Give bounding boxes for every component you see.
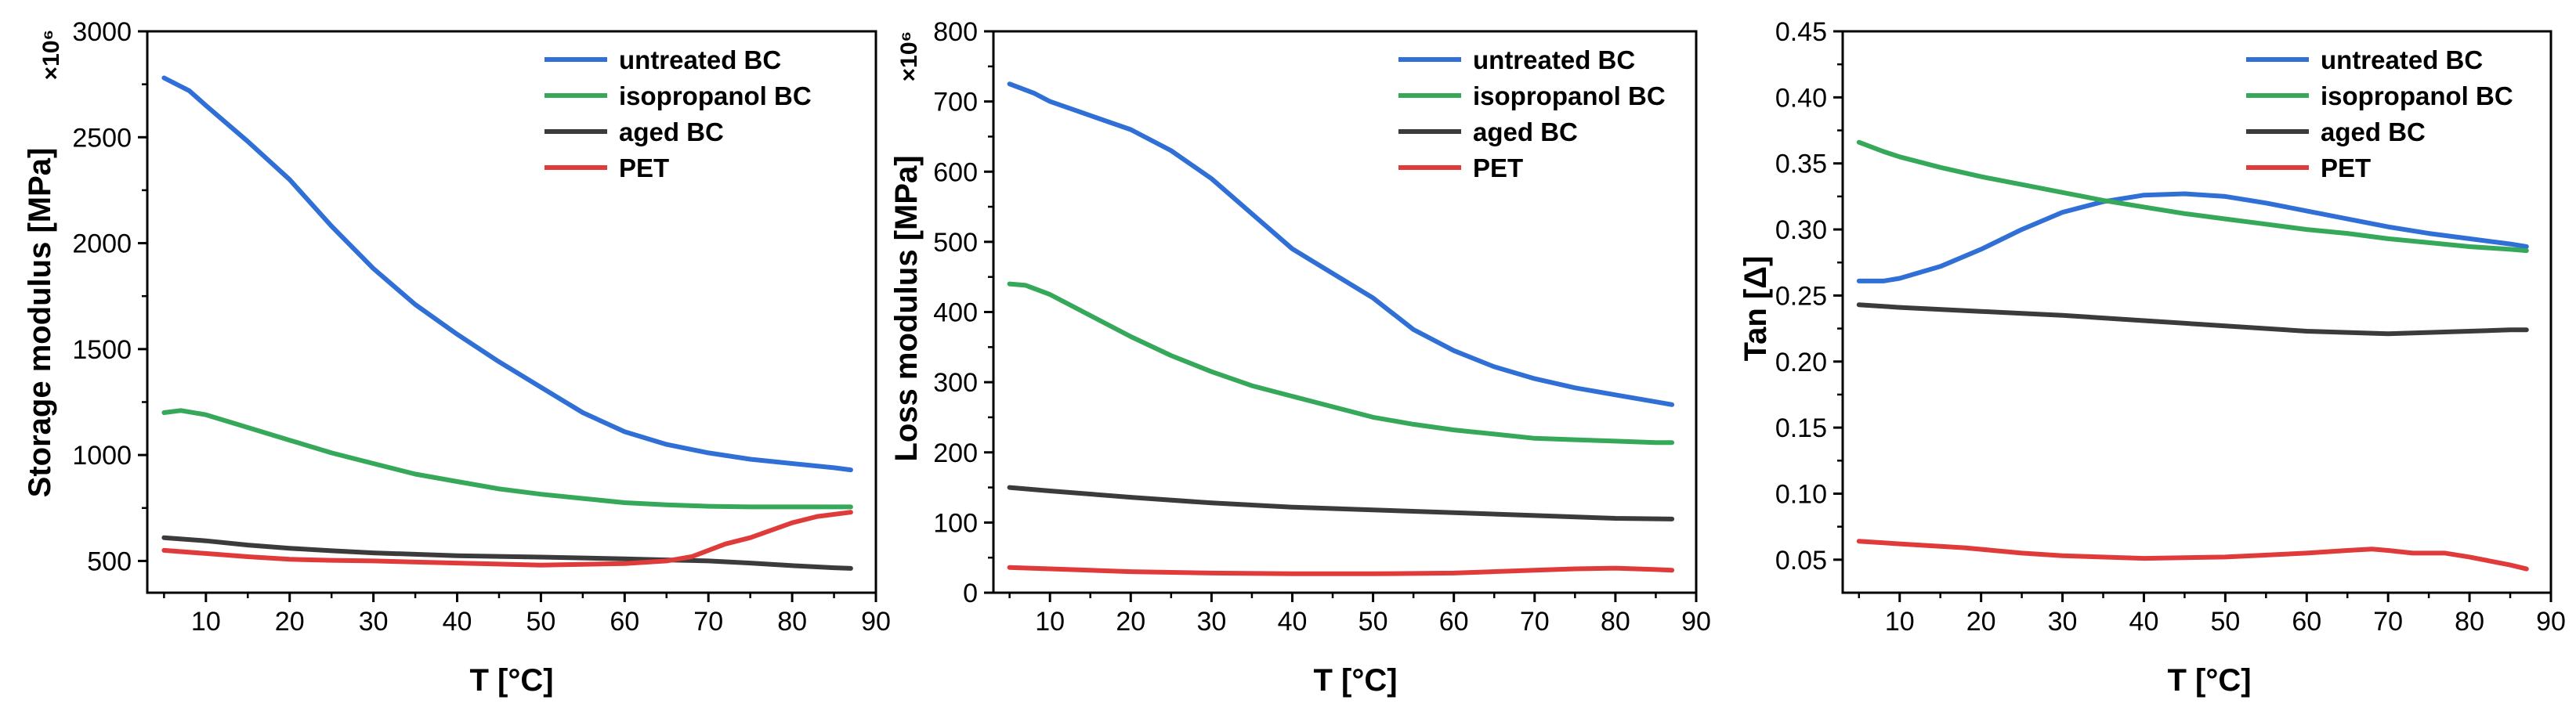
x-tick-label: 90 bbox=[1681, 607, 1711, 637]
legend-label: PET bbox=[2321, 153, 2371, 182]
x-tick-label: 10 bbox=[1885, 607, 1915, 637]
loss-modulus-panel: Loss modulus [MPa] ×10⁶ T [°C] 10 20 30 40 5… bbox=[889, 17, 1711, 698]
legend-label: aged BC bbox=[619, 117, 724, 146]
storage-modulus-panel: Storage modulus [MPa] ×10⁶ T [°C] 10 20 30… bbox=[23, 17, 891, 698]
y-multiplier-storage: ×10⁶ bbox=[38, 30, 64, 81]
ylabel-tan-delta: Tan [Δ] bbox=[1738, 256, 1773, 362]
series-line-isopropanol-bc bbox=[1856, 139, 2529, 254]
legend-label: PET bbox=[1473, 153, 1523, 182]
y-tick-label: 300 bbox=[933, 368, 978, 398]
x-tick-label: 20 bbox=[1116, 607, 1145, 637]
y-tick-label: 400 bbox=[933, 298, 978, 328]
series-line-untreated-bc bbox=[161, 75, 853, 473]
series-line-isopropanol-bc bbox=[161, 408, 853, 510]
x-tick-label: 80 bbox=[777, 607, 807, 637]
legend-label: untreated BC bbox=[1473, 45, 1635, 74]
x-tick-label: 20 bbox=[1966, 607, 1996, 637]
y-multiplier-loss: ×10⁶ bbox=[896, 31, 922, 82]
legend-label: isopropanol BC bbox=[2321, 81, 2513, 110]
y-tick-label: 3000 bbox=[72, 17, 132, 47]
x-tick-label: 90 bbox=[861, 607, 891, 637]
series-line-pet bbox=[161, 510, 853, 568]
y-tick-label: 100 bbox=[933, 508, 978, 538]
legend-label: aged BC bbox=[1473, 117, 1578, 146]
legend-label: isopropanol BC bbox=[1473, 81, 1666, 110]
x-tick-label: 80 bbox=[1601, 607, 1630, 637]
x-tick-label: 90 bbox=[2536, 607, 2566, 637]
y-tick-label: 0 bbox=[963, 579, 978, 608]
plot-frame bbox=[1841, 30, 2552, 594]
tan-delta-panel: Tan [Δ] T [°C] 10 20 30 40 50 60 70 80 90 0.05 0.1… bbox=[1738, 17, 2566, 698]
series-line-pet bbox=[1007, 565, 1675, 576]
series-line-aged-bc bbox=[161, 535, 853, 571]
series-line-untreated-bc bbox=[1007, 81, 1675, 407]
series-line-aged-bc bbox=[1007, 485, 1675, 521]
x-tick-label: 30 bbox=[1196, 607, 1226, 637]
x-tick-label: 40 bbox=[2129, 607, 2159, 637]
y-tick-label: 0.30 bbox=[1775, 215, 1827, 245]
x-tick-label: 50 bbox=[2210, 607, 2240, 637]
ylabel-storage-modulus: Storage modulus [MPa] bbox=[23, 148, 57, 498]
y-tick-label: 0.35 bbox=[1775, 150, 1827, 179]
legend-label: PET bbox=[619, 153, 669, 182]
y-tick-label: 0.10 bbox=[1775, 479, 1827, 509]
y-tick-label: 0.05 bbox=[1775, 546, 1827, 575]
xlabel-tan-delta: T [°C] bbox=[2167, 663, 2251, 698]
x-tick-label: 30 bbox=[2048, 607, 2078, 637]
y-tick-label: 1000 bbox=[72, 441, 132, 471]
x-tick-label: 40 bbox=[443, 607, 472, 637]
x-tick-label: 60 bbox=[1439, 607, 1469, 637]
plot-frame bbox=[146, 30, 877, 594]
y-tick-label: 0.15 bbox=[1775, 413, 1827, 443]
series-line-aged-bc bbox=[1856, 302, 2529, 337]
x-tick-label: 30 bbox=[359, 607, 389, 637]
y-tick-label: 200 bbox=[933, 438, 978, 468]
x-tick-label: 40 bbox=[1278, 607, 1308, 637]
y-tick-label: 600 bbox=[933, 157, 978, 187]
y-tick-label: 2500 bbox=[72, 123, 132, 153]
x-tick-label: 60 bbox=[610, 607, 639, 637]
y-tick-label: 0.25 bbox=[1775, 281, 1827, 311]
x-tick-label: 70 bbox=[1520, 607, 1550, 637]
y-tick-label: 800 bbox=[933, 17, 978, 47]
x-tick-label: 60 bbox=[2292, 607, 2321, 637]
y-tick-label: 1500 bbox=[72, 335, 132, 365]
series-line-pet bbox=[1856, 539, 2529, 572]
x-tick-label: 10 bbox=[1035, 607, 1065, 637]
x-tick-label: 50 bbox=[526, 607, 555, 637]
xlabel-storage-modulus: T [°C] bbox=[469, 663, 553, 698]
legend-label: untreated BC bbox=[619, 45, 781, 74]
x-tick-label: 10 bbox=[191, 607, 221, 637]
y-tick-label: 0.20 bbox=[1775, 348, 1827, 377]
ylabel-loss-modulus: Loss modulus [MPa] bbox=[889, 155, 924, 461]
legend-label: isopropanol BC bbox=[619, 81, 812, 110]
x-tick-label: 70 bbox=[693, 607, 723, 637]
x-tick-label: 70 bbox=[2373, 607, 2403, 637]
y-tick-label: 0.40 bbox=[1775, 83, 1827, 113]
y-tick-label: 2000 bbox=[72, 229, 132, 259]
series-line-untreated-bc bbox=[1856, 191, 2529, 283]
legend-label: aged BC bbox=[2321, 117, 2426, 146]
y-tick-label: 700 bbox=[933, 88, 978, 117]
xlabel-loss-modulus: T [°C] bbox=[1313, 663, 1397, 698]
x-tick-label: 50 bbox=[1359, 607, 1388, 637]
y-tick-label: 500 bbox=[933, 228, 978, 258]
y-tick-label: 500 bbox=[87, 547, 132, 576]
x-tick-label: 80 bbox=[2455, 607, 2484, 637]
x-tick-label: 20 bbox=[275, 607, 305, 637]
legend-label: untreated BC bbox=[2321, 45, 2483, 74]
y-tick-label: 0.45 bbox=[1775, 17, 1827, 47]
series-line-isopropanol-bc bbox=[1007, 281, 1675, 446]
